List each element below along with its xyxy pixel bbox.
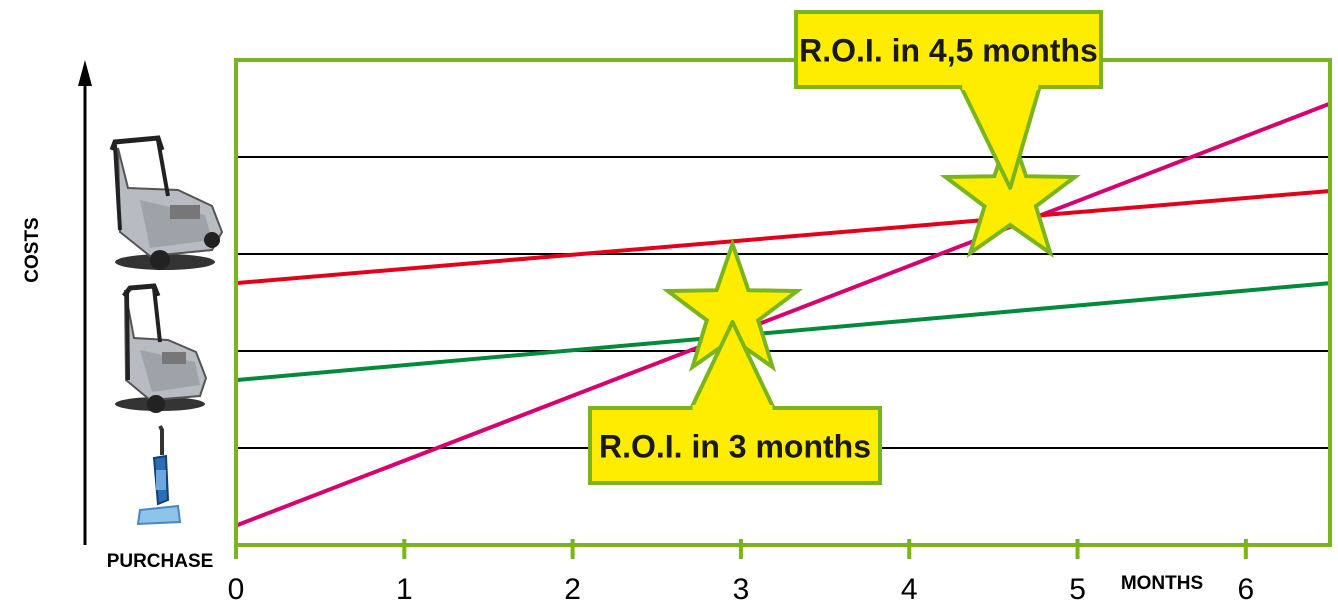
roi-star-2 — [939, 123, 1081, 258]
callout-box-2 — [794, 10, 1103, 89]
large-sweeper-icon — [109, 135, 224, 270]
series-line-1 — [235, 101, 1331, 528]
y-axis-arrowhead — [78, 60, 92, 86]
x-tick-label-4: 4 — [901, 573, 918, 602]
x-tick-label-5: 5 — [1069, 573, 1086, 602]
x-tick-label-1: 1 — [396, 573, 413, 602]
roi-callouts: R.O.I. in 3 months R.O.I. in 4,5 months — [588, 10, 1103, 485]
upright-vacuum-icon — [136, 425, 182, 526]
x-ticks: 0 1 2 3 4 5 6 — [228, 539, 1255, 602]
series-line-2 — [235, 188, 1331, 286]
small-sweeper-icon — [115, 283, 208, 413]
callout-box-1 — [588, 406, 882, 485]
x-tick-label-2: 2 — [564, 573, 581, 602]
series-layer — [235, 101, 1331, 528]
callout-text-1: R.O.I. in 3 months — [599, 429, 871, 465]
y-axis-label: COSTS — [22, 217, 43, 282]
x-tick-label-0: 0 — [228, 573, 245, 602]
x-tick-label-6: 6 — [1238, 573, 1255, 602]
callout-text-2: R.O.I. in 4,5 months — [799, 33, 1098, 69]
x-tick-label-3: 3 — [733, 573, 750, 602]
series-line-3 — [235, 281, 1331, 383]
x-axis-label: MONTHS — [1121, 573, 1203, 594]
plot-frame — [234, 58, 1332, 547]
purchase-label: PURCHASE — [107, 551, 214, 572]
